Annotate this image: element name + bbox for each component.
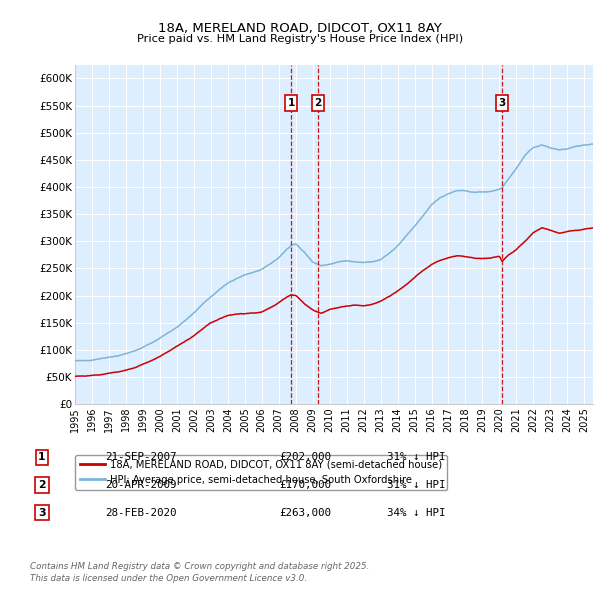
Text: £202,000: £202,000 — [279, 453, 331, 462]
Legend: 18A, MERELAND ROAD, DIDCOT, OX11 8AY (semi-detached house), HPI: Average price, : 18A, MERELAND ROAD, DIDCOT, OX11 8AY (se… — [75, 455, 447, 490]
Text: 18A, MERELAND ROAD, DIDCOT, OX11 8AY: 18A, MERELAND ROAD, DIDCOT, OX11 8AY — [158, 22, 442, 35]
Text: Contains HM Land Registry data © Crown copyright and database right 2025.
This d: Contains HM Land Registry data © Crown c… — [30, 562, 370, 583]
Text: 28-FEB-2020: 28-FEB-2020 — [105, 508, 176, 517]
Text: Price paid vs. HM Land Registry's House Price Index (HPI): Price paid vs. HM Land Registry's House … — [137, 34, 463, 44]
Text: 34% ↓ HPI: 34% ↓ HPI — [387, 508, 445, 517]
Text: 1: 1 — [38, 453, 46, 462]
Text: 3: 3 — [499, 98, 506, 108]
Text: 3: 3 — [38, 508, 46, 517]
Text: £170,000: £170,000 — [279, 480, 331, 490]
Text: 20-APR-2009: 20-APR-2009 — [105, 480, 176, 490]
Text: 31% ↓ HPI: 31% ↓ HPI — [387, 453, 445, 462]
Text: £263,000: £263,000 — [279, 508, 331, 517]
Text: 31% ↓ HPI: 31% ↓ HPI — [387, 480, 445, 490]
Text: 21-SEP-2007: 21-SEP-2007 — [105, 453, 176, 462]
Text: 1: 1 — [287, 98, 295, 108]
Text: 2: 2 — [38, 480, 46, 490]
Text: 2: 2 — [314, 98, 322, 108]
